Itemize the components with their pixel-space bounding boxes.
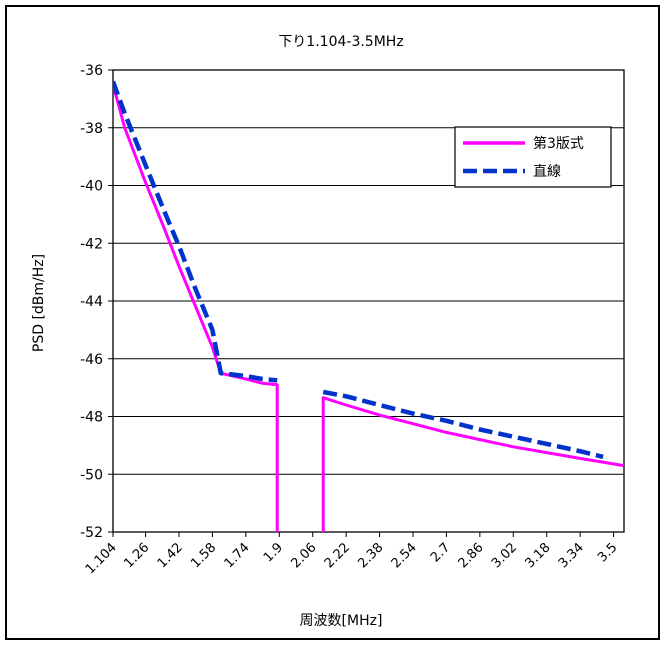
y-tick-label-6: -48: [80, 410, 103, 426]
y-axis-label: PSD [dBm/Hz]: [31, 254, 47, 352]
x-tick-label-13: 3.18: [522, 540, 553, 571]
x-tick-label-11: 2.86: [456, 540, 487, 571]
y-tick-label-0: -36: [80, 63, 103, 79]
y-tick-label-7: -50: [80, 467, 103, 483]
x-tick-label-14: 3.34: [556, 540, 587, 571]
series-2-line-segment-1: [113, 80, 278, 383]
x-tick-label-4: 1.74: [222, 540, 253, 571]
y-tick-label-3: -42: [80, 236, 103, 252]
x-tick-label-10: 2.7: [428, 540, 453, 565]
y-tick-label-2: -40: [80, 179, 103, 195]
x-tick-label-1: 1.26: [121, 540, 152, 571]
y-tick-label-8: -52: [80, 525, 103, 541]
x-tick-label-12: 3.02: [489, 540, 520, 571]
x-tick-label-0: 1.104: [83, 540, 120, 577]
x-tick-label-6: 2.06: [288, 540, 319, 571]
y-tick-label-1: -38: [80, 121, 103, 137]
x-tick-label-5: 1.9: [261, 540, 286, 565]
chart-frame: [5, 5, 660, 640]
legend: 第3版式 直線: [454, 126, 612, 188]
y-tick-label-5: -46: [80, 352, 103, 368]
legend-label-series-1: 第3版式: [533, 135, 584, 152]
x-tick-label-7: 2.22: [322, 540, 353, 571]
series-1-line-segment-2: [321, 396, 624, 532]
series-2-line-segment-2: [322, 389, 604, 460]
x-tick-label-2: 1.42: [155, 540, 186, 571]
x-tick-label-9: 2.54: [389, 540, 420, 571]
chart-title: 下り1.104-3.5MHz: [278, 34, 403, 50]
legend-label-series-2: 直線: [533, 163, 561, 180]
x-axis-label: 周波数[MHz]: [300, 613, 383, 629]
legend-box: [454, 126, 612, 188]
x-tick-label-8: 2.38: [355, 540, 386, 571]
x-tick-label-15: 3.5: [595, 540, 620, 565]
y-tick-label-4: -44: [80, 294, 103, 310]
series-1-line-segment-1: [113, 84, 279, 532]
x-tick-label-3: 1.58: [188, 540, 219, 571]
